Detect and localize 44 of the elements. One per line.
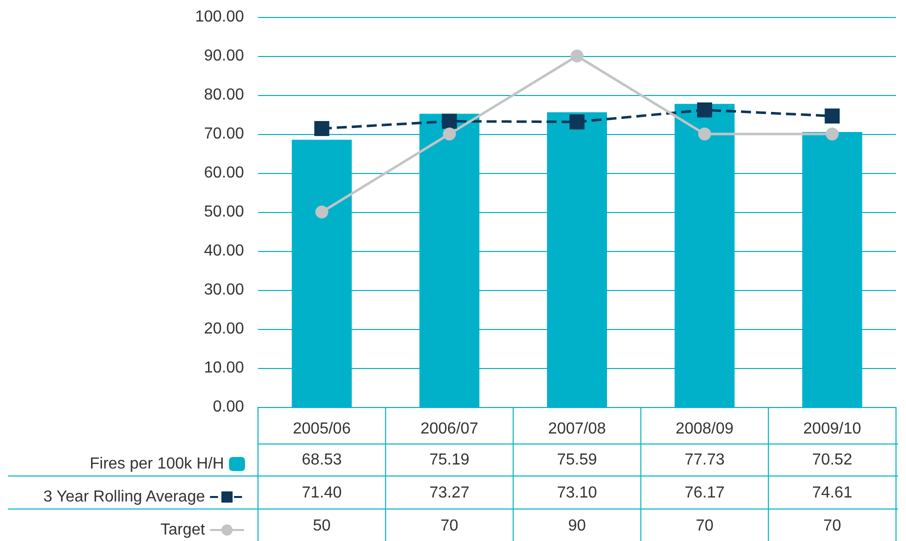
y-tick-label: 80.00 [204, 86, 244, 104]
y-tick-label: 70.00 [204, 126, 244, 142]
data-label: 50 [312, 518, 331, 534]
y-tick-label: 20.00 [204, 320, 244, 338]
point [697, 102, 712, 118]
data-label: 68.53 [302, 452, 342, 468]
x-tick-label: 2008/09 [676, 420, 734, 438]
y-tick-label: 30.00 [204, 282, 244, 298]
point [570, 114, 584, 130]
point [570, 50, 584, 62]
x-tick-label: 2009/10 [803, 420, 862, 438]
point [698, 128, 712, 140]
point [442, 114, 457, 129]
y-tick-label: 60.00 [204, 164, 244, 182]
data-label: 70.52 [812, 452, 852, 468]
point [315, 206, 328, 218]
data-label: 74.61 [812, 484, 852, 502]
data-label: 90 [568, 518, 586, 534]
data-label: 73.10 [556, 484, 598, 502]
data-label: 75.19 [429, 452, 470, 468]
data-label: 77.73 [684, 452, 725, 468]
point [314, 121, 330, 136]
x-tick-label: 2007/08 [548, 420, 606, 438]
x-tick-label: 2006/07 [420, 420, 478, 438]
data-label: 70 [696, 518, 714, 534]
data-label: 73.27 [429, 484, 470, 502]
data-label: 76.17 [684, 484, 725, 502]
legend-label: 3 Year Rolling Average [43, 488, 206, 506]
y-tick-label: 90.00 [204, 48, 244, 64]
legend-label: Fires per 100k H/H [90, 456, 224, 472]
y-tick-label: 50.00 [204, 204, 244, 220]
y-tick-label: 0.00 [212, 398, 244, 416]
y-tick-label: 10.00 [204, 360, 244, 376]
legend-label: Target [160, 522, 206, 538]
point [824, 108, 840, 124]
data-label: 70 [823, 518, 842, 534]
point [826, 128, 839, 140]
data-label: 71.40 [302, 484, 342, 502]
data-label: 75.59 [556, 452, 598, 468]
y-tick-label: 100.00 [195, 8, 244, 26]
point [442, 128, 456, 140]
x-tick-label: 2005/06 [292, 420, 351, 438]
data-label: 70 [440, 518, 458, 534]
y-tick-label: 40.00 [204, 242, 244, 260]
